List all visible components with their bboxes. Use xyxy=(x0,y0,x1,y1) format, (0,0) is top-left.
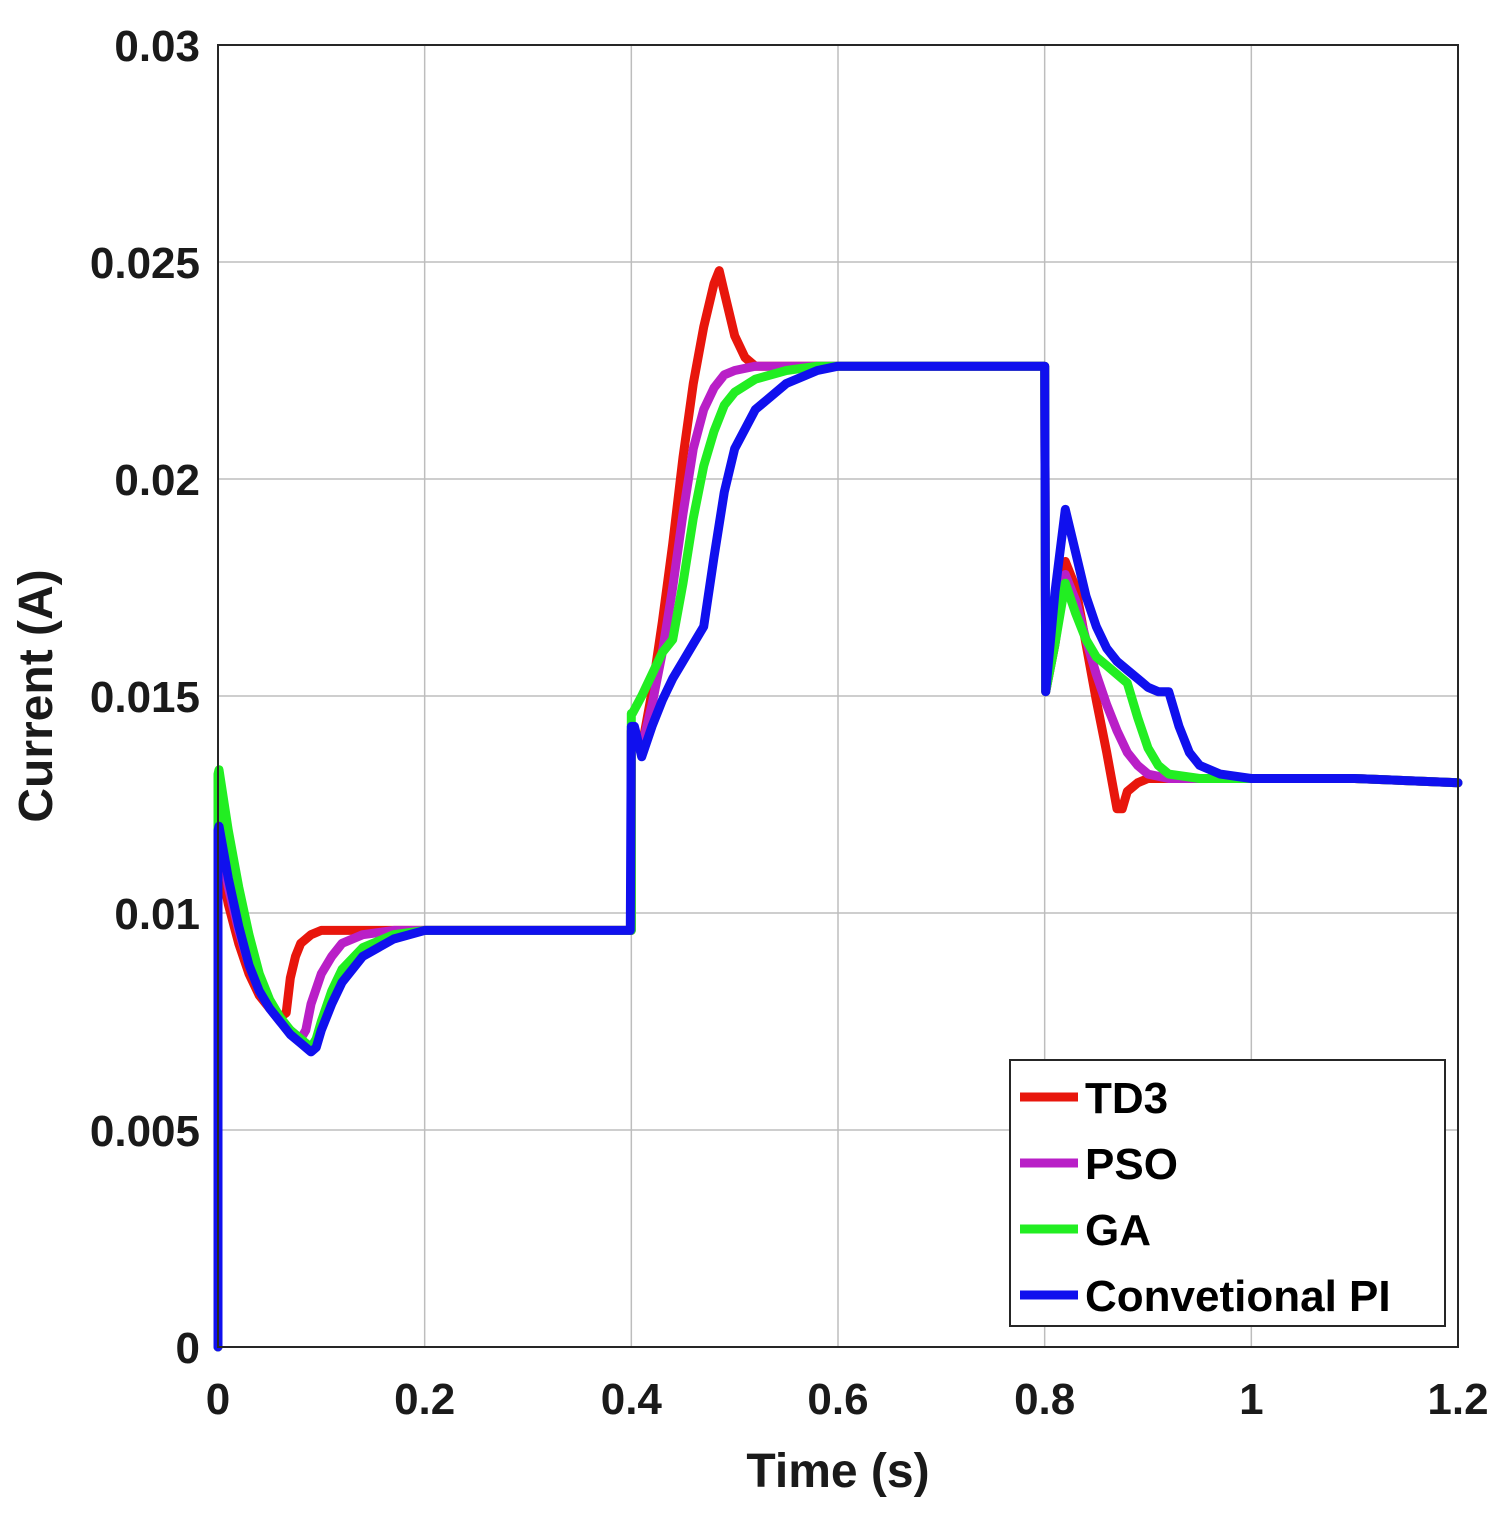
x-tick-label: 0.2 xyxy=(394,1375,455,1424)
x-axis-label: Time (s) xyxy=(746,1445,929,1498)
legend: TD3 PSO GA Convetional PI xyxy=(1009,1059,1446,1327)
y-tick-label: 0 xyxy=(176,1324,200,1373)
x-tick-label: 0.4 xyxy=(601,1375,663,1424)
y-tick-label: 0.03 xyxy=(114,22,200,71)
legend-items: TD3 PSO GA Convetional PI xyxy=(1020,1074,1391,1321)
x-tick-label: 0.8 xyxy=(1014,1375,1075,1424)
y-tick-label: 0.005 xyxy=(90,1107,200,1156)
x-tick-label: 1 xyxy=(1239,1375,1263,1424)
plot-lines xyxy=(213,266,1463,1352)
y-tick-label: 0.02 xyxy=(114,456,200,505)
x-tick-label: 0.6 xyxy=(807,1375,868,1424)
x-tick-label: 1.2 xyxy=(1427,1375,1488,1424)
y-tick-label: 0.015 xyxy=(90,673,200,722)
plot-frame xyxy=(217,44,1459,1348)
x-tick-labels: 0 0.2 0.4 0.6 0.8 1 1.2 xyxy=(206,1375,1489,1424)
legend-label-ga: GA xyxy=(1085,1206,1151,1255)
legend-label-pso: PSO xyxy=(1085,1140,1178,1189)
y-tick-labels: 0 0.005 0.01 0.015 0.02 0.025 0.03 xyxy=(90,22,200,1373)
y-tick-label: 0.01 xyxy=(114,890,200,939)
y-axis-label: Current (A) xyxy=(10,569,63,822)
legend-box xyxy=(1009,1059,1446,1327)
x-tick-label: 0 xyxy=(206,1375,230,1424)
series-line-convetional-pi xyxy=(213,361,1463,1352)
legend-label-td3: TD3 xyxy=(1085,1074,1168,1123)
y-tick-label: 0.025 xyxy=(90,239,200,288)
series-line-td3 xyxy=(213,266,1463,1352)
legend-label-convetional-pi: Convetional PI xyxy=(1085,1272,1391,1321)
